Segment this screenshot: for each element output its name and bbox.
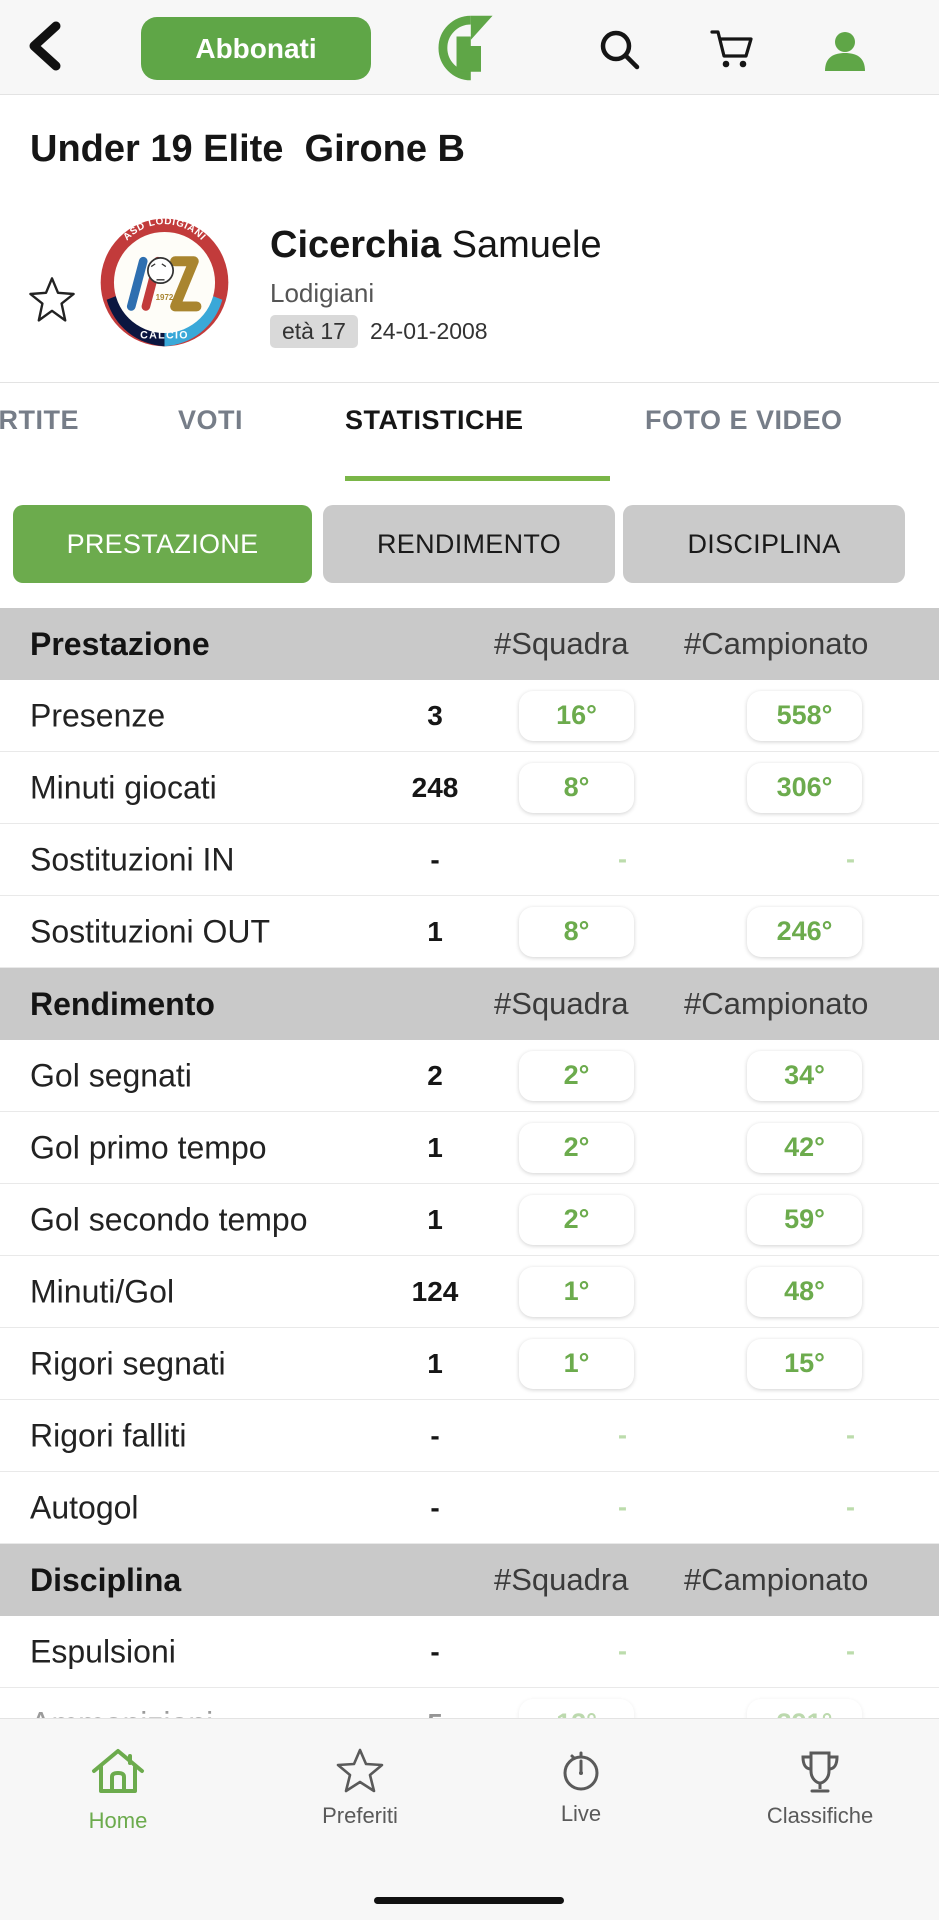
svg-text:CALCIO: CALCIO: [140, 329, 189, 341]
svg-text:1972: 1972: [156, 293, 174, 302]
